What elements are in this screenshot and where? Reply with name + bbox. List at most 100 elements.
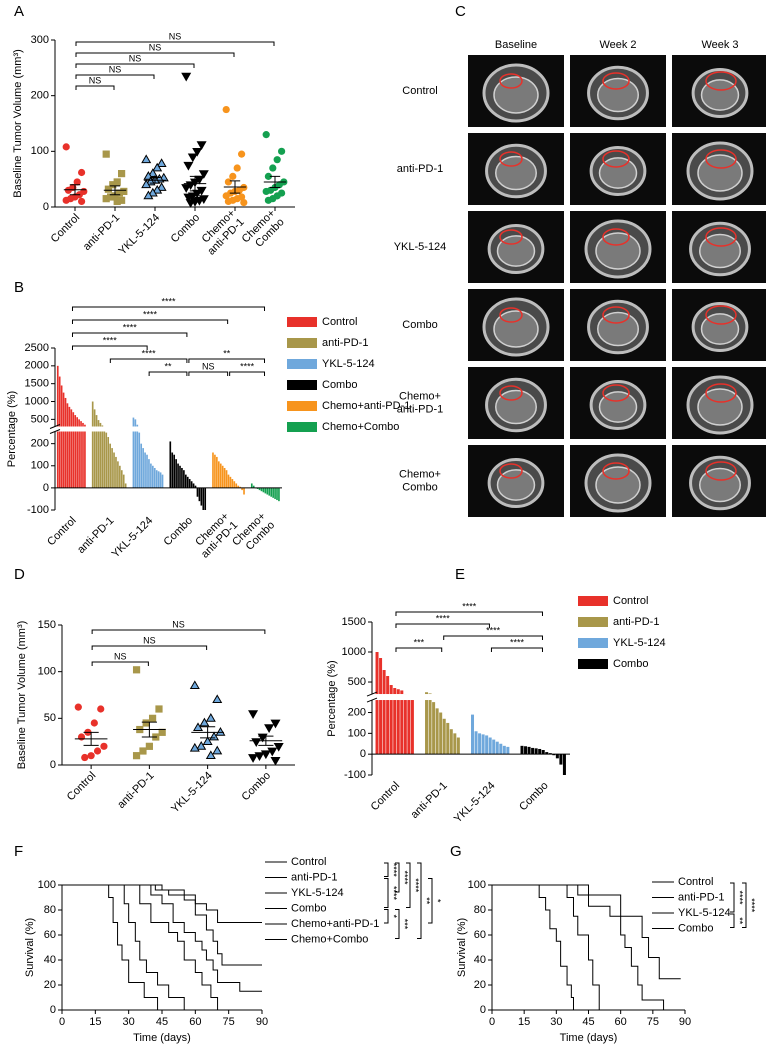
y-tick-label: 100 [31, 460, 49, 472]
bar [375, 652, 379, 755]
y-tick-label: 500 [31, 413, 49, 425]
bar [428, 693, 432, 755]
y-tick-label: 200 [31, 90, 49, 102]
bar [134, 419, 137, 488]
bar [120, 470, 123, 488]
bar [227, 474, 230, 488]
mri-brain [496, 469, 536, 501]
data-point [196, 741, 207, 750]
survival-curve [62, 884, 159, 1010]
data-point [102, 150, 110, 158]
data-point [141, 154, 152, 164]
bar [492, 739, 496, 755]
bar [80, 421, 82, 488]
legend-label: Combo [613, 658, 648, 670]
legend-label: Control [613, 595, 648, 607]
bar [258, 487, 261, 491]
data-point [132, 752, 141, 760]
significance-label: *** [400, 919, 410, 930]
bar [140, 443, 143, 488]
significance-bracket [91, 629, 266, 634]
data-point [248, 710, 259, 719]
x-tick-label: 75 [647, 1016, 659, 1028]
bar [82, 422, 84, 488]
legend-swatch [287, 422, 317, 432]
bar [181, 467, 183, 488]
bar [148, 459, 150, 488]
bar [157, 471, 160, 488]
bar [144, 452, 146, 488]
y-tick-label: 200 [31, 438, 49, 450]
significance-label: ** [165, 361, 173, 371]
column-header: Baseline [495, 39, 537, 51]
data-point [81, 753, 89, 762]
data-point [87, 752, 95, 760]
significance-bracket [384, 909, 389, 924]
y-tick-label: 2500 [25, 342, 49, 354]
data-point [224, 178, 232, 186]
bar [239, 486, 241, 488]
tumor-outline [705, 461, 737, 481]
bar [124, 483, 127, 488]
significance-bracket [406, 862, 411, 908]
significance-label: **** [142, 348, 157, 358]
significance-label: **** [462, 601, 477, 611]
y-tick-label: 80 [474, 904, 486, 916]
bar [212, 452, 214, 488]
y-tick-label: 100 [348, 727, 366, 739]
data-point [73, 178, 81, 186]
data-point [107, 193, 115, 201]
x-tick-label: 30 [123, 1016, 135, 1028]
tumor-outline [602, 462, 630, 480]
y-tick-label: 2000 [25, 360, 49, 372]
y-tick-label: 60 [44, 929, 56, 941]
y-axis-label: Percentage (%) [326, 660, 338, 736]
y-tick-label: 1000 [342, 646, 366, 658]
data-point [102, 195, 110, 203]
data-point [269, 164, 277, 172]
data-point [156, 182, 167, 191]
legend-label: YKL-5-124 [613, 637, 666, 649]
data-point [273, 156, 281, 164]
bar [442, 718, 446, 755]
bar [78, 419, 80, 488]
x-tick-label: 45 [156, 1016, 168, 1028]
significance-label: **** [389, 863, 399, 878]
data-point [147, 187, 158, 197]
y-tick-label: 100 [38, 666, 56, 678]
bar [204, 487, 207, 510]
bar [115, 456, 117, 488]
significance-bracket [75, 41, 275, 46]
legend-label: Chemo+anti-PD-1 [322, 400, 410, 412]
bar [93, 409, 96, 488]
bar [105, 432, 108, 488]
data-point [238, 150, 246, 158]
significance-label: ** [223, 348, 231, 358]
tumor-outline [602, 306, 630, 324]
row-label: Chemo+ anti-PD-1 [397, 391, 443, 416]
tumor-outline [705, 71, 737, 91]
bar [72, 412, 75, 488]
bar [214, 454, 216, 488]
significance-label: **** [103, 335, 118, 345]
row-label: anti-PD-1 [397, 163, 443, 175]
legend-swatch [287, 380, 317, 390]
significance-label: **** [747, 898, 757, 913]
data-point [109, 181, 117, 189]
y-tick-label: 60 [474, 929, 486, 941]
significance-label: NS [109, 64, 122, 74]
y-tick-label: 0 [43, 201, 49, 213]
significance-bracket [395, 611, 543, 616]
bar [188, 479, 191, 488]
x-tick-label: 75 [223, 1016, 235, 1028]
y-tick-label: 20 [44, 979, 56, 991]
significance-label: ** [735, 917, 745, 925]
y-axis-label: Survival (%) [456, 918, 468, 977]
significance-bracket [71, 306, 266, 311]
tumor-outline [705, 227, 737, 247]
bar [101, 425, 104, 488]
y-tick-label: 0 [360, 748, 366, 760]
significance-bracket [384, 862, 389, 877]
legend-swatch [578, 596, 608, 606]
data-point [181, 184, 192, 193]
